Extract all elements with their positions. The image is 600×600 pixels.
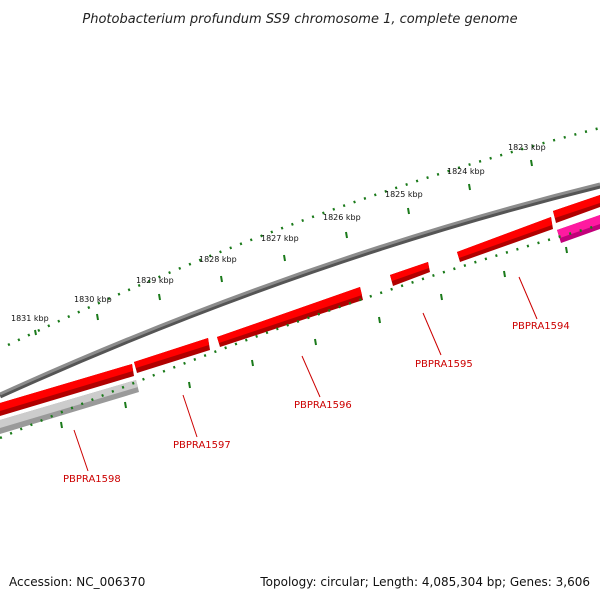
accession-text: Accession: NC_006370 xyxy=(9,575,145,589)
major-tick xyxy=(188,381,191,389)
gene-arrow xyxy=(0,380,138,428)
chromosome-backbone-shadow xyxy=(0,183,600,399)
leader-line xyxy=(73,429,89,472)
major-tick xyxy=(530,159,533,167)
outer-major-ticks xyxy=(34,159,533,336)
tick-label: 1829 kbp xyxy=(136,276,174,285)
leader-line xyxy=(422,312,442,356)
leader-line xyxy=(182,394,198,438)
major-tick xyxy=(96,313,99,321)
tick-label: 1824 kbp xyxy=(447,167,485,176)
leader-line xyxy=(301,355,321,398)
major-tick xyxy=(345,231,348,239)
gene-label-PBPRA1596[interactable]: PBPRA1596 xyxy=(294,400,352,411)
gene-arrow xyxy=(217,287,362,343)
gene-track xyxy=(0,195,600,434)
tick-label: 1828 kbp xyxy=(199,255,237,264)
gene-label-PBPRA1598[interactable]: PBPRA1598 xyxy=(63,474,121,485)
map-title: Photobacterium profundum SS9 chromosome … xyxy=(82,12,517,27)
gene-arrow xyxy=(134,338,209,368)
tick-label: 1826 kbp xyxy=(323,213,361,222)
major-tick xyxy=(34,329,37,336)
gene-arrow xyxy=(0,364,133,411)
tick-label: 1831 kbp xyxy=(11,314,49,323)
tick-label: 1827 kbp xyxy=(261,234,299,243)
major-tick xyxy=(503,270,506,278)
chromosome-backbone xyxy=(0,182,600,396)
gene-label-PBPRA1597[interactable]: PBPRA1597 xyxy=(173,440,231,451)
major-tick xyxy=(314,338,317,346)
major-tick xyxy=(468,183,471,191)
major-tick xyxy=(565,246,568,254)
gene-label-PBPRA1595[interactable]: PBPRA1595 xyxy=(415,359,473,370)
inner-major-ticks xyxy=(60,246,568,429)
tick-label: 1823 kbp xyxy=(508,143,546,152)
major-tick xyxy=(251,359,254,367)
leader-lines xyxy=(73,276,538,472)
major-tick xyxy=(220,275,223,283)
major-tick xyxy=(440,293,443,301)
tick-label: 1825 kbp xyxy=(385,190,423,199)
tick-label: 1830 kbp xyxy=(74,295,112,304)
gene-label-PBPRA1594[interactable]: PBPRA1594 xyxy=(512,321,570,332)
gene-arrow xyxy=(557,215,600,238)
gene-arrow xyxy=(457,217,552,258)
genome-summary-text: Topology: circular; Length: 4,085,304 bp… xyxy=(259,575,590,589)
major-tick xyxy=(60,421,63,429)
gene-arrow xyxy=(553,195,600,218)
gene-arrow xyxy=(390,262,429,281)
major-tick xyxy=(283,254,286,262)
major-tick xyxy=(124,401,127,409)
outer-tick-track xyxy=(7,126,600,347)
major-tick xyxy=(158,293,161,301)
major-tick xyxy=(378,316,381,324)
leader-line xyxy=(518,276,538,320)
major-tick xyxy=(407,207,410,215)
